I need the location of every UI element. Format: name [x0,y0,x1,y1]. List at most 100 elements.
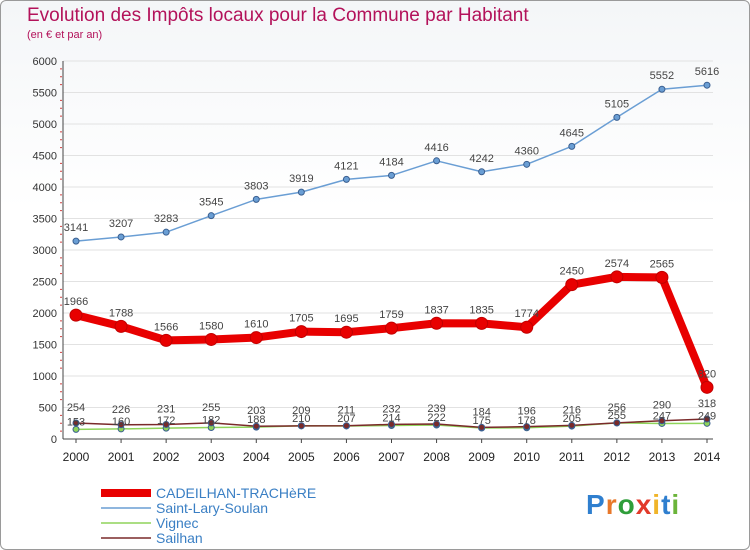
data-point [655,270,669,284]
logo-letter: x [635,489,653,520]
chart-title: Evolution des Impôts locaux pour la Comm… [27,5,529,26]
x-tick-label: 2000 [63,450,90,464]
data-label: 207 [337,413,355,425]
y-tick-label: 4500 [33,151,57,163]
y-tick-label: 3000 [33,245,57,257]
data-label: 3207 [109,218,133,230]
logo-letter: r [605,489,618,520]
x-tick-label: 2010 [513,450,540,464]
data-point [342,422,350,430]
data-point [703,81,711,89]
data-label: 196 [518,406,536,418]
y-tick-label: 500 [39,403,57,415]
data-point [297,188,305,196]
data-label: 249 [698,410,716,422]
data-label: 254 [67,402,85,414]
data-point [339,325,353,339]
data-label: 211 [338,405,356,417]
data-point [520,320,534,334]
data-point [430,316,444,330]
data-label: 4416 [424,142,448,154]
data-point [568,421,576,429]
data-label: 231 [157,403,175,415]
data-point [433,157,441,165]
y-tick-label: 1000 [33,371,57,383]
x-tick-label: 2007 [378,450,405,464]
data-point [433,420,441,428]
data-point [568,142,576,150]
data-label: 5616 [695,66,719,78]
x-tick-label: 2004 [243,450,270,464]
data-label: 160 [112,416,130,428]
data-label: 205 [563,413,581,425]
data-point [297,422,305,430]
data-point [72,237,80,245]
data-label: 820 [698,368,716,380]
data-label: 255 [608,410,626,422]
data-point [478,168,486,176]
x-tick-label: 2012 [604,450,631,464]
legend-label: CADEILHAN-TRACHèRE [156,485,316,501]
legend-label: Sailhan [156,530,203,546]
data-label: 1966 [64,296,88,308]
data-point [207,212,215,220]
data-label: 1774 [514,308,538,320]
y-tick-label: 1500 [33,340,57,352]
series-layer [69,81,714,433]
axis-layer: 0 500 1000 1500 2000 2500 3000 3500 4000 4500 5000… [33,56,721,464]
data-point [252,195,260,203]
data-label: 2565 [650,258,674,270]
data-label: 1566 [154,321,178,333]
data-label: 3919 [289,173,313,185]
data-point [523,423,531,431]
x-tick-label: 2009 [468,450,495,464]
data-point [658,85,666,93]
data-point [658,417,666,425]
data-label: 290 [653,400,671,412]
data-label: 256 [608,402,626,414]
proxiti-logo: Proxiti [586,489,680,521]
data-label: 3803 [244,180,268,192]
data-label: 4360 [514,145,538,157]
y-tick-label: 2500 [33,277,57,289]
x-tick-label: 2002 [153,450,180,464]
data-label: 175 [472,415,490,427]
data-label: 5105 [605,98,629,110]
x-tick-label: 2001 [108,450,135,464]
data-label: 1610 [244,319,268,331]
data-point [523,160,531,168]
chart-subtitle: (en € et par an) [27,29,103,41]
data-label: 3141 [64,222,88,234]
y-tick-label: 4000 [33,182,57,194]
data-label: 1837 [424,304,448,316]
data-label: 247 [653,410,671,422]
data-point [252,422,260,430]
data-point [475,316,489,330]
data-label: 226 [112,404,130,416]
x-tick-label: 2008 [423,450,450,464]
data-point [72,419,80,427]
data-point [610,270,624,284]
data-label: 3545 [199,197,223,209]
data-point [207,419,215,427]
data-point [162,228,170,236]
label-layer: 1966 1788 1566 1580 1610 1705 1695 1759 1837 1835… [64,66,719,428]
data-point [700,380,714,394]
y-tick-label: 5000 [33,119,57,131]
data-label: 1835 [469,304,493,316]
data-label: 184 [472,406,490,418]
data-point [478,423,486,431]
data-point [388,171,395,179]
data-label: 1788 [109,307,133,319]
data-label: 1759 [379,309,403,321]
data-label: 188 [247,414,265,426]
data-point [117,233,125,241]
data-label: 255 [202,402,220,414]
data-point [342,175,350,183]
data-point [613,113,621,121]
data-point [114,319,128,333]
x-tick-label: 2013 [649,450,676,464]
x-tick-label: 2011 [559,450,585,464]
data-label: 1705 [289,313,313,325]
data-label: 178 [518,415,536,427]
